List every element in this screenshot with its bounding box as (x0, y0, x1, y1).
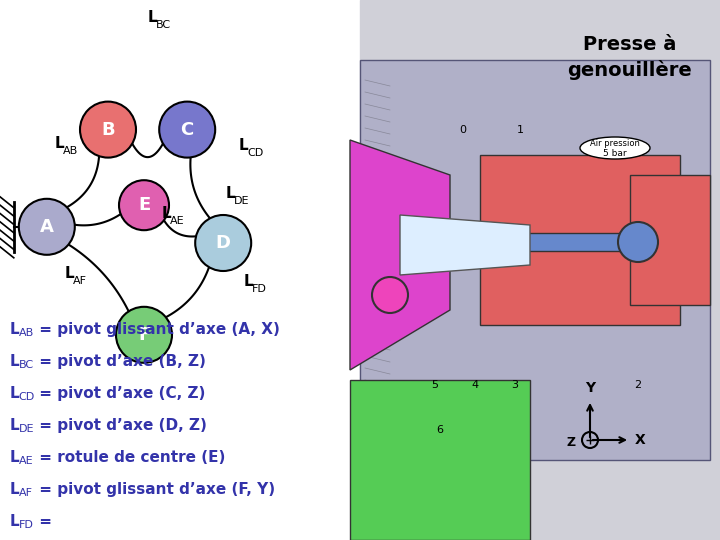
Text: Y: Y (585, 381, 595, 395)
Circle shape (408, 220, 452, 264)
Text: = pivot d’axe (B, Z): = pivot d’axe (B, Z) (35, 354, 206, 369)
Text: FD: FD (252, 284, 267, 294)
Text: 5 bar: 5 bar (603, 148, 627, 158)
Circle shape (618, 222, 658, 262)
Text: L: L (55, 136, 65, 151)
Text: 1: 1 (516, 125, 523, 135)
Text: 5: 5 (431, 380, 438, 390)
Text: F: F (138, 326, 150, 344)
FancyBboxPatch shape (630, 175, 710, 305)
FancyBboxPatch shape (360, 60, 710, 460)
Text: BC: BC (19, 360, 34, 370)
Text: = pivot d’axe (D, Z): = pivot d’axe (D, Z) (35, 418, 207, 433)
Circle shape (372, 277, 408, 313)
Text: DE: DE (19, 424, 35, 434)
Text: AB: AB (19, 328, 34, 338)
Text: 3: 3 (511, 380, 518, 390)
Text: AB: AB (63, 145, 78, 156)
Text: Z: Z (567, 435, 576, 449)
Circle shape (80, 102, 136, 158)
Text: X: X (635, 433, 646, 447)
FancyBboxPatch shape (410, 233, 650, 251)
Text: L: L (10, 418, 19, 433)
Circle shape (119, 180, 169, 230)
Text: 2: 2 (634, 380, 642, 390)
Text: AF: AF (19, 488, 33, 498)
Text: AE: AE (19, 456, 33, 466)
Text: 0: 0 (459, 125, 467, 135)
FancyBboxPatch shape (350, 380, 530, 540)
Text: L: L (10, 354, 19, 369)
FancyBboxPatch shape (480, 155, 680, 325)
Text: B: B (102, 120, 114, 139)
Bar (360, 0, 720, 540)
Text: L: L (10, 482, 19, 497)
Text: CD: CD (19, 392, 35, 402)
Text: D: D (216, 234, 230, 252)
Text: L: L (226, 186, 235, 201)
Text: 4: 4 (472, 380, 479, 390)
Circle shape (19, 199, 75, 255)
Text: L: L (65, 266, 75, 281)
Text: E: E (138, 196, 150, 214)
Text: BC: BC (156, 19, 171, 30)
Ellipse shape (580, 137, 650, 159)
Text: L: L (239, 138, 248, 153)
Text: Presse à
genouillère: Presse à genouillère (567, 35, 693, 80)
Text: Air pression: Air pression (590, 139, 640, 148)
Text: = pivot d’axe (C, Z): = pivot d’axe (C, Z) (35, 386, 206, 401)
Circle shape (159, 102, 215, 158)
Text: = rotule de centre (E): = rotule de centre (E) (35, 450, 225, 465)
Polygon shape (400, 215, 530, 275)
Polygon shape (350, 140, 450, 370)
Text: L: L (10, 322, 19, 337)
Circle shape (195, 215, 251, 271)
Text: L: L (244, 274, 253, 289)
Text: FD: FD (19, 520, 34, 530)
Circle shape (116, 307, 172, 363)
Text: AF: AF (73, 275, 87, 286)
Text: A: A (40, 218, 54, 236)
Text: = pivot glissant d’axe (F, Y): = pivot glissant d’axe (F, Y) (35, 482, 275, 497)
Text: L: L (10, 450, 19, 465)
Text: CD: CD (247, 147, 264, 158)
Text: = pivot glissant d’axe (A, X): = pivot glissant d’axe (A, X) (35, 322, 280, 337)
Text: C: C (181, 120, 194, 139)
Text: =: = (35, 514, 53, 529)
Text: L: L (162, 206, 171, 221)
Text: L: L (148, 10, 158, 25)
Text: DE: DE (234, 195, 250, 206)
Text: 6: 6 (436, 425, 444, 435)
Text: L: L (10, 514, 19, 529)
Text: L: L (10, 386, 19, 401)
Text: AE: AE (170, 215, 185, 226)
